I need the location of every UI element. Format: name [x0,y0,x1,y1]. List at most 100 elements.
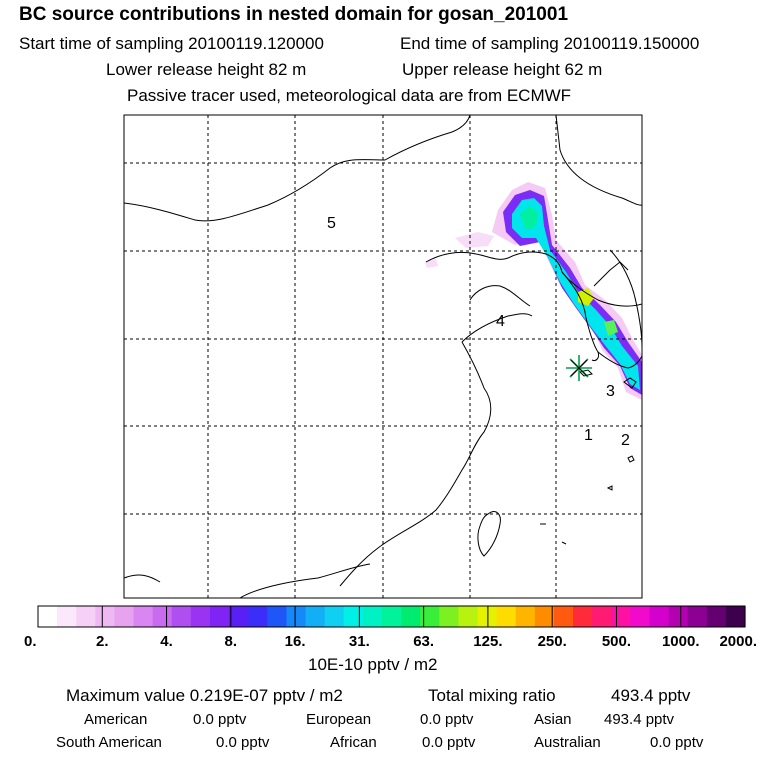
colorbar-tick-label: 2. [96,633,109,650]
colorbar-cell [343,606,364,627]
colorbar-cell [248,606,268,627]
african-value: 0.0 pptv [422,734,476,751]
map-frame [123,114,643,599]
coast-bohai-inner [469,285,531,307]
african-label: African [330,734,377,751]
american-value: 0.0 pptv [193,711,247,728]
coast-china-east [339,341,492,587]
colorbar-tick-label: 31. [349,633,370,650]
colorbar-cell [171,606,192,627]
colorbar-cell [267,606,288,627]
region-label-2: 2 [621,432,630,449]
taiwan [477,511,501,557]
border-north [124,115,471,222]
colorbar-cell [209,606,230,627]
colorbar-cell [515,606,536,627]
region-label-5: 5 [327,215,336,232]
asian-value: 493.4 pptv [604,711,675,728]
colorbar-cell [76,606,96,627]
total-mixing-label: Total mixing ratio [428,686,556,705]
map-coastlines [124,115,642,598]
jeju-island [579,369,593,377]
coast-shandong [461,313,533,343]
colorbar-cell [152,606,173,627]
european-value: 0.0 pptv [420,711,474,728]
colorbar-cell [611,606,631,627]
map-grid [124,115,642,598]
colorbar-cell [324,606,345,627]
colorbar-cell [439,606,459,627]
max-value-label: Maximum value 0.219E-07 pptv / m2 [66,686,343,705]
tracer-note: Passive tracer used, meteorological data… [127,86,572,105]
colorbar-unit-label: 10E-10 pptv / m2 [308,655,438,674]
colorbar-cell [362,606,383,627]
border-korea [593,261,629,287]
islands-small [540,523,567,545]
upper-release-label: Upper release height 62 m [402,60,603,79]
colorbar-tick-label: 500. [602,633,631,650]
total-mixing-value: 493.4 pptv [611,686,691,705]
colorbar-cell [477,606,498,627]
plume-faint-west [455,232,494,248]
coast-bohai-east [555,115,642,206]
coast-south [239,563,371,598]
colorbar-tick-label: 1000. [662,633,700,650]
colorbar-cell [458,606,479,627]
region-label-3: 3 [606,383,615,400]
colorbar-cell [668,606,689,627]
colorbar-cell [687,606,708,627]
colorbar-cell [420,606,440,627]
plume-green [520,206,538,230]
colorbar-cell [381,606,402,627]
european-label: European [306,711,372,728]
region-label-1: 1 [584,427,593,444]
japan-islands [606,377,637,491]
hainan-coast [124,574,161,583]
australian-label: Australian [534,734,601,751]
coast-bohai [425,251,642,307]
colorbar-cell [592,606,612,627]
colorbar-tick-label: 0. [24,633,37,650]
colorbar-cell [286,606,307,627]
colorbar-cell [190,606,211,627]
colorbar-cell [57,606,77,627]
start-time-label: Start time of sampling 20100119.120000 [19,34,324,53]
colorbar [37,605,746,628]
colorbar-frame [37,605,746,628]
colorbar-cell [95,606,116,627]
region-label-4: 4 [496,313,505,330]
colorbar-cell [725,606,746,627]
colorbar-tick-label: 63. [413,633,434,650]
colorbar-tick-labels: 0. 2. 4. 8. 16. 31. 63. 125. 250. 500. 1000. 2000. [24,633,757,650]
end-time-label: End time of sampling 20100119.150000 [400,34,700,53]
colorbar-cell [496,606,517,627]
colorbar-tick-label: 2000. [719,633,757,650]
colorbar-cell [133,606,154,627]
colorbar-cell [401,606,421,627]
colorbar-cell [229,606,249,627]
colorbar-cell [534,606,555,627]
colorbar-cell [553,606,574,627]
south-american-label: South American [56,734,162,751]
colorbar-tick-label: 125. [473,633,502,650]
colorbar-tick-label: 16. [285,633,306,650]
chart-title: BC source contributions in nested domain… [19,4,569,25]
colorbar-tick-label: 4. [160,633,173,650]
colorbar-tick-label: 8. [225,633,238,650]
colorbar-cell [573,606,593,627]
colorbar-cell [305,606,326,627]
south-american-value: 0.0 pptv [216,734,270,751]
asian-label: Asian [534,711,572,728]
lower-release-label: Lower release height 82 m [106,60,307,79]
australian-value: 0.0 pptv [650,734,704,751]
colorbar-cell [114,606,135,627]
plume-cyan [512,198,640,390]
plume-faint-spot [425,259,438,268]
map-area: 5 4 3 1 2 [124,115,642,598]
colorbar-tick-label: 250. [538,633,567,650]
american-label: American [84,711,148,728]
colorbar-cell [630,606,651,627]
colorbar-cell [706,606,727,627]
station-marker [566,355,592,381]
